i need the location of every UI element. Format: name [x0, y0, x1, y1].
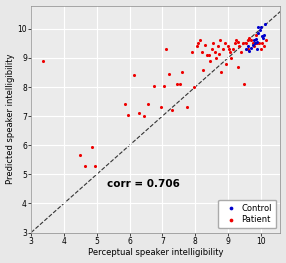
Patient — [178, 82, 183, 86]
Patient — [190, 50, 194, 54]
Patient — [229, 56, 234, 60]
Patient — [249, 38, 253, 43]
Control — [251, 38, 256, 43]
Control — [260, 34, 265, 38]
X-axis label: Perceptual speaker intelligibility: Perceptual speaker intelligibility — [88, 249, 224, 257]
Patient — [226, 47, 231, 51]
Text: corr = 0.706: corr = 0.706 — [107, 179, 179, 189]
Patient — [232, 41, 237, 45]
Patient — [152, 83, 156, 88]
Patient — [235, 64, 240, 69]
Patient — [201, 68, 206, 72]
Patient — [83, 164, 88, 168]
Control — [256, 25, 261, 29]
Patient — [259, 47, 263, 51]
Patient — [221, 47, 225, 51]
Patient — [78, 153, 83, 158]
Patient — [145, 102, 150, 107]
Patient — [250, 41, 255, 45]
Patient — [175, 82, 179, 86]
Patient — [90, 145, 94, 149]
Patient — [254, 33, 258, 37]
Patient — [217, 38, 222, 43]
Patient — [245, 47, 250, 51]
Control — [255, 47, 260, 51]
Control — [245, 44, 250, 48]
Control — [250, 43, 255, 47]
Patient — [260, 41, 265, 45]
Patient — [142, 114, 147, 118]
Patient — [191, 85, 196, 89]
Control — [263, 22, 267, 27]
Patient — [219, 70, 224, 75]
Patient — [163, 47, 168, 51]
Patient — [40, 59, 45, 63]
Patient — [237, 44, 242, 48]
Patient — [217, 52, 221, 56]
Patient — [252, 44, 257, 48]
Patient — [204, 53, 209, 57]
Patient — [185, 105, 189, 109]
Y-axis label: Predicted speaker intelligibility: Predicted speaker intelligibility — [5, 54, 15, 184]
Control — [249, 46, 253, 50]
Patient — [244, 41, 248, 45]
Patient — [199, 50, 204, 54]
Control — [261, 36, 265, 40]
Patient — [231, 47, 235, 51]
Patient — [126, 113, 130, 117]
Patient — [223, 41, 227, 45]
Patient — [211, 41, 215, 45]
Patient — [242, 82, 247, 86]
Patient — [253, 41, 257, 45]
Patient — [196, 41, 201, 45]
Patient — [227, 50, 232, 54]
Patient — [214, 56, 219, 60]
Patient — [194, 44, 199, 48]
Control — [247, 49, 252, 53]
Patient — [246, 38, 251, 43]
Patient — [198, 38, 202, 43]
Patient — [122, 102, 127, 107]
Control — [253, 41, 257, 45]
Patient — [226, 44, 230, 48]
Patient — [262, 44, 266, 48]
Patient — [263, 38, 268, 43]
Patient — [207, 53, 211, 57]
Patient — [241, 41, 245, 45]
Patient — [180, 70, 184, 75]
Control — [254, 37, 258, 41]
Control — [255, 40, 259, 44]
Patient — [224, 62, 229, 66]
Legend: Control, Patient: Control, Patient — [218, 200, 276, 228]
Patient — [216, 44, 221, 48]
Patient — [137, 111, 142, 115]
Patient — [158, 105, 163, 109]
Patient — [234, 38, 239, 43]
Control — [244, 47, 248, 51]
Patient — [203, 43, 207, 47]
Patient — [255, 41, 260, 45]
Patient — [212, 50, 217, 54]
Patient — [209, 47, 214, 51]
Patient — [236, 40, 241, 44]
Patient — [247, 36, 252, 40]
Patient — [257, 41, 261, 45]
Control — [262, 33, 266, 37]
Patient — [162, 83, 166, 88]
Patient — [167, 72, 171, 76]
Control — [259, 25, 264, 29]
Patient — [239, 50, 243, 54]
Control — [257, 28, 262, 32]
Patient — [170, 108, 174, 112]
Control — [256, 31, 261, 35]
Patient — [132, 73, 137, 78]
Patient — [208, 59, 212, 63]
Patient — [93, 164, 98, 168]
